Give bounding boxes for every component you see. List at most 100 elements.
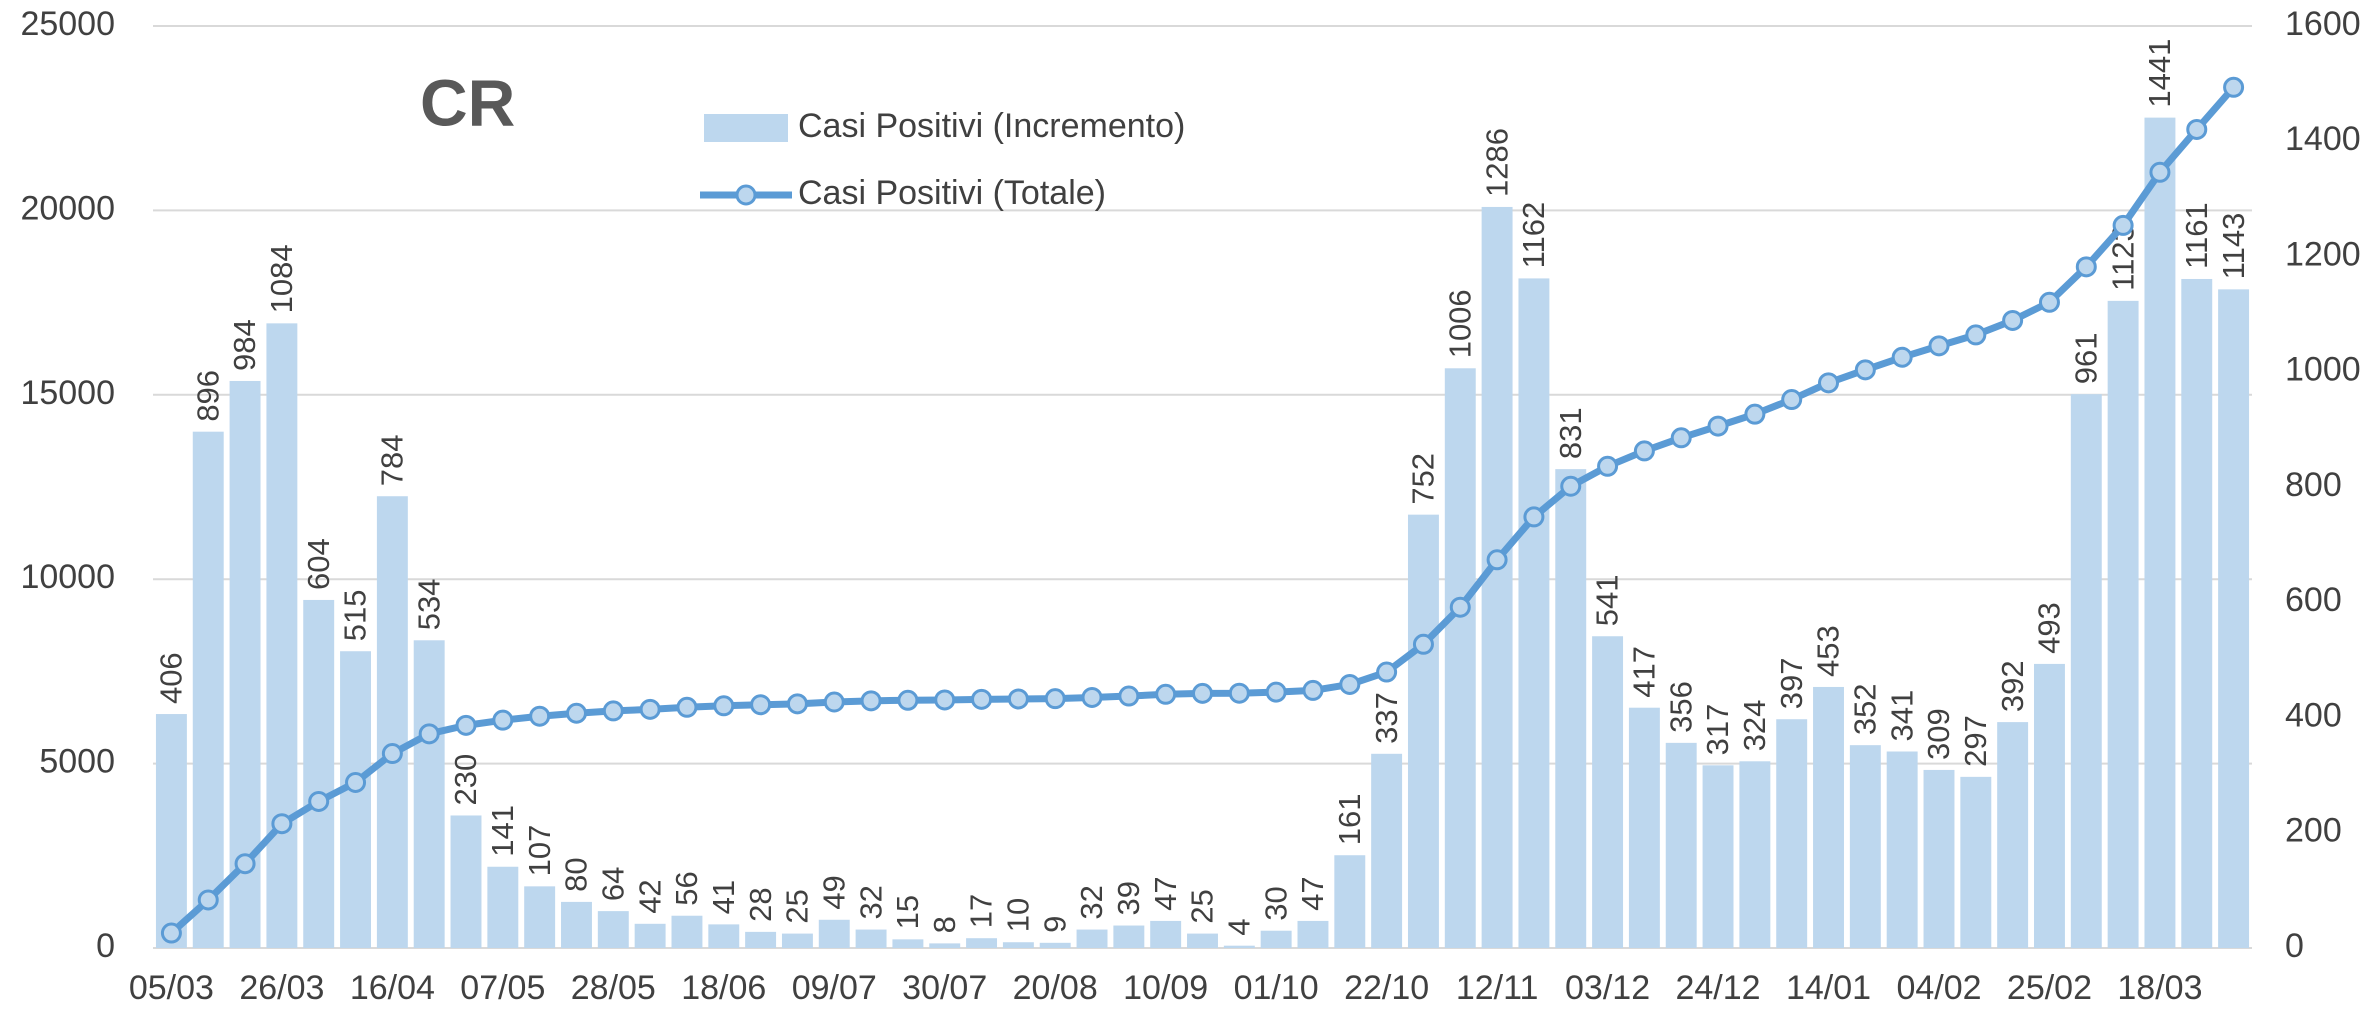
bar <box>671 915 703 948</box>
y-tick-label: 0 <box>96 927 115 965</box>
bar <box>155 714 187 948</box>
data-label: 41 <box>706 880 741 914</box>
x-tick-label: 04/02 <box>1896 969 1981 1007</box>
x-tick-label: 26/03 <box>239 969 324 1007</box>
bar <box>376 496 408 948</box>
data-label: 493 <box>2032 602 2067 654</box>
x-tick-label: 05/03 <box>129 969 214 1007</box>
y-tick-label: 10000 <box>20 558 115 596</box>
y-tick-label: 25000 <box>20 5 115 43</box>
data-label: 32 <box>853 885 888 919</box>
marker <box>308 790 330 812</box>
data-label: 1161 <box>2179 202 2214 269</box>
bar <box>524 886 556 948</box>
marker <box>455 714 477 736</box>
marker <box>2186 118 2208 140</box>
bar <box>818 919 850 948</box>
bar <box>561 901 592 948</box>
marker <box>1965 324 1987 346</box>
x-tick-label: 03/12 <box>1565 969 1650 1007</box>
marker <box>197 889 219 911</box>
data-label: 15 <box>890 895 925 929</box>
x-tick-label: 07/05 <box>460 969 545 1007</box>
bar <box>2181 278 2213 948</box>
marker <box>381 743 403 765</box>
marker <box>676 696 698 718</box>
data-label: 1084 <box>264 244 299 313</box>
data-label: 356 <box>1663 681 1698 733</box>
data-label: 541 <box>1590 575 1625 627</box>
bar <box>1849 745 1881 948</box>
bar <box>1592 636 1624 948</box>
bar <box>781 933 813 948</box>
bar <box>892 939 924 948</box>
marker <box>1081 686 1103 708</box>
data-label: 230 <box>448 754 483 806</box>
marker <box>1891 346 1913 368</box>
bar <box>1334 855 1366 948</box>
chart-title: CR <box>420 65 515 139</box>
marker <box>1044 688 1066 710</box>
data-label: 9 <box>1037 916 1072 933</box>
data-label: 64 <box>595 867 630 901</box>
y2-tick-label: 600 <box>2285 581 2342 619</box>
marker <box>160 922 182 944</box>
x-tick-label: 09/07 <box>792 969 877 1007</box>
legend-swatch <box>704 114 788 142</box>
data-label: 1162 <box>1516 202 1551 269</box>
marker <box>1155 683 1177 705</box>
bar <box>1444 368 1476 949</box>
bar <box>708 924 740 948</box>
bar <box>597 911 629 948</box>
x-tick-label: 18/03 <box>2117 969 2202 1007</box>
data-label: 49 <box>816 875 851 909</box>
bar <box>2033 663 2065 948</box>
marker <box>823 691 845 713</box>
marker <box>1228 682 1250 704</box>
data-label: 30 <box>1258 886 1293 920</box>
data-label: 161 <box>1332 793 1367 845</box>
data-label: 324 <box>1737 700 1772 752</box>
data-label: 25 <box>1185 889 1220 923</box>
data-label: 309 <box>1921 708 1956 760</box>
bar <box>1960 776 1992 948</box>
bar <box>192 431 224 948</box>
x-tick-label: 12/11 <box>1456 969 1539 1007</box>
marker <box>971 688 993 710</box>
data-label: 1441 <box>2142 39 2177 108</box>
data-label: 896 <box>190 370 225 422</box>
marker <box>2223 76 2245 98</box>
marker <box>639 698 661 720</box>
bar <box>1813 686 1844 948</box>
marker <box>860 690 882 712</box>
marker <box>1449 596 1471 618</box>
marker <box>234 853 256 875</box>
y2-tick-label: 1200 <box>2285 235 2361 273</box>
data-label: 80 <box>559 857 594 891</box>
bar <box>1039 942 1071 948</box>
data-label: 406 <box>154 652 189 704</box>
data-label: 47 <box>1148 876 1183 910</box>
x-tick-label: 20/08 <box>1013 969 1098 1007</box>
bar <box>1739 761 1771 948</box>
marker <box>1007 688 1029 710</box>
y2-tick-label: 0 <box>2285 927 2304 965</box>
y2-tick-label: 1000 <box>2285 351 2361 389</box>
data-label: 752 <box>1406 453 1441 505</box>
marker <box>1376 661 1398 683</box>
bar <box>413 640 445 948</box>
data-label: 39 <box>1111 881 1146 915</box>
data-label: 4 <box>1222 918 1257 935</box>
marker <box>2002 309 2024 331</box>
marker <box>1412 633 1434 655</box>
y2-tick-label: 200 <box>2285 812 2342 850</box>
y2-tick-label: 1400 <box>2285 120 2361 158</box>
marker <box>1560 475 1582 497</box>
data-label: 56 <box>669 871 704 905</box>
bar <box>2144 117 2176 948</box>
y2-tick-label: 1600 <box>2285 5 2361 43</box>
marker <box>1339 673 1361 695</box>
data-label: 107 <box>522 825 557 877</box>
marker <box>786 693 808 715</box>
data-label: 397 <box>1774 657 1809 709</box>
